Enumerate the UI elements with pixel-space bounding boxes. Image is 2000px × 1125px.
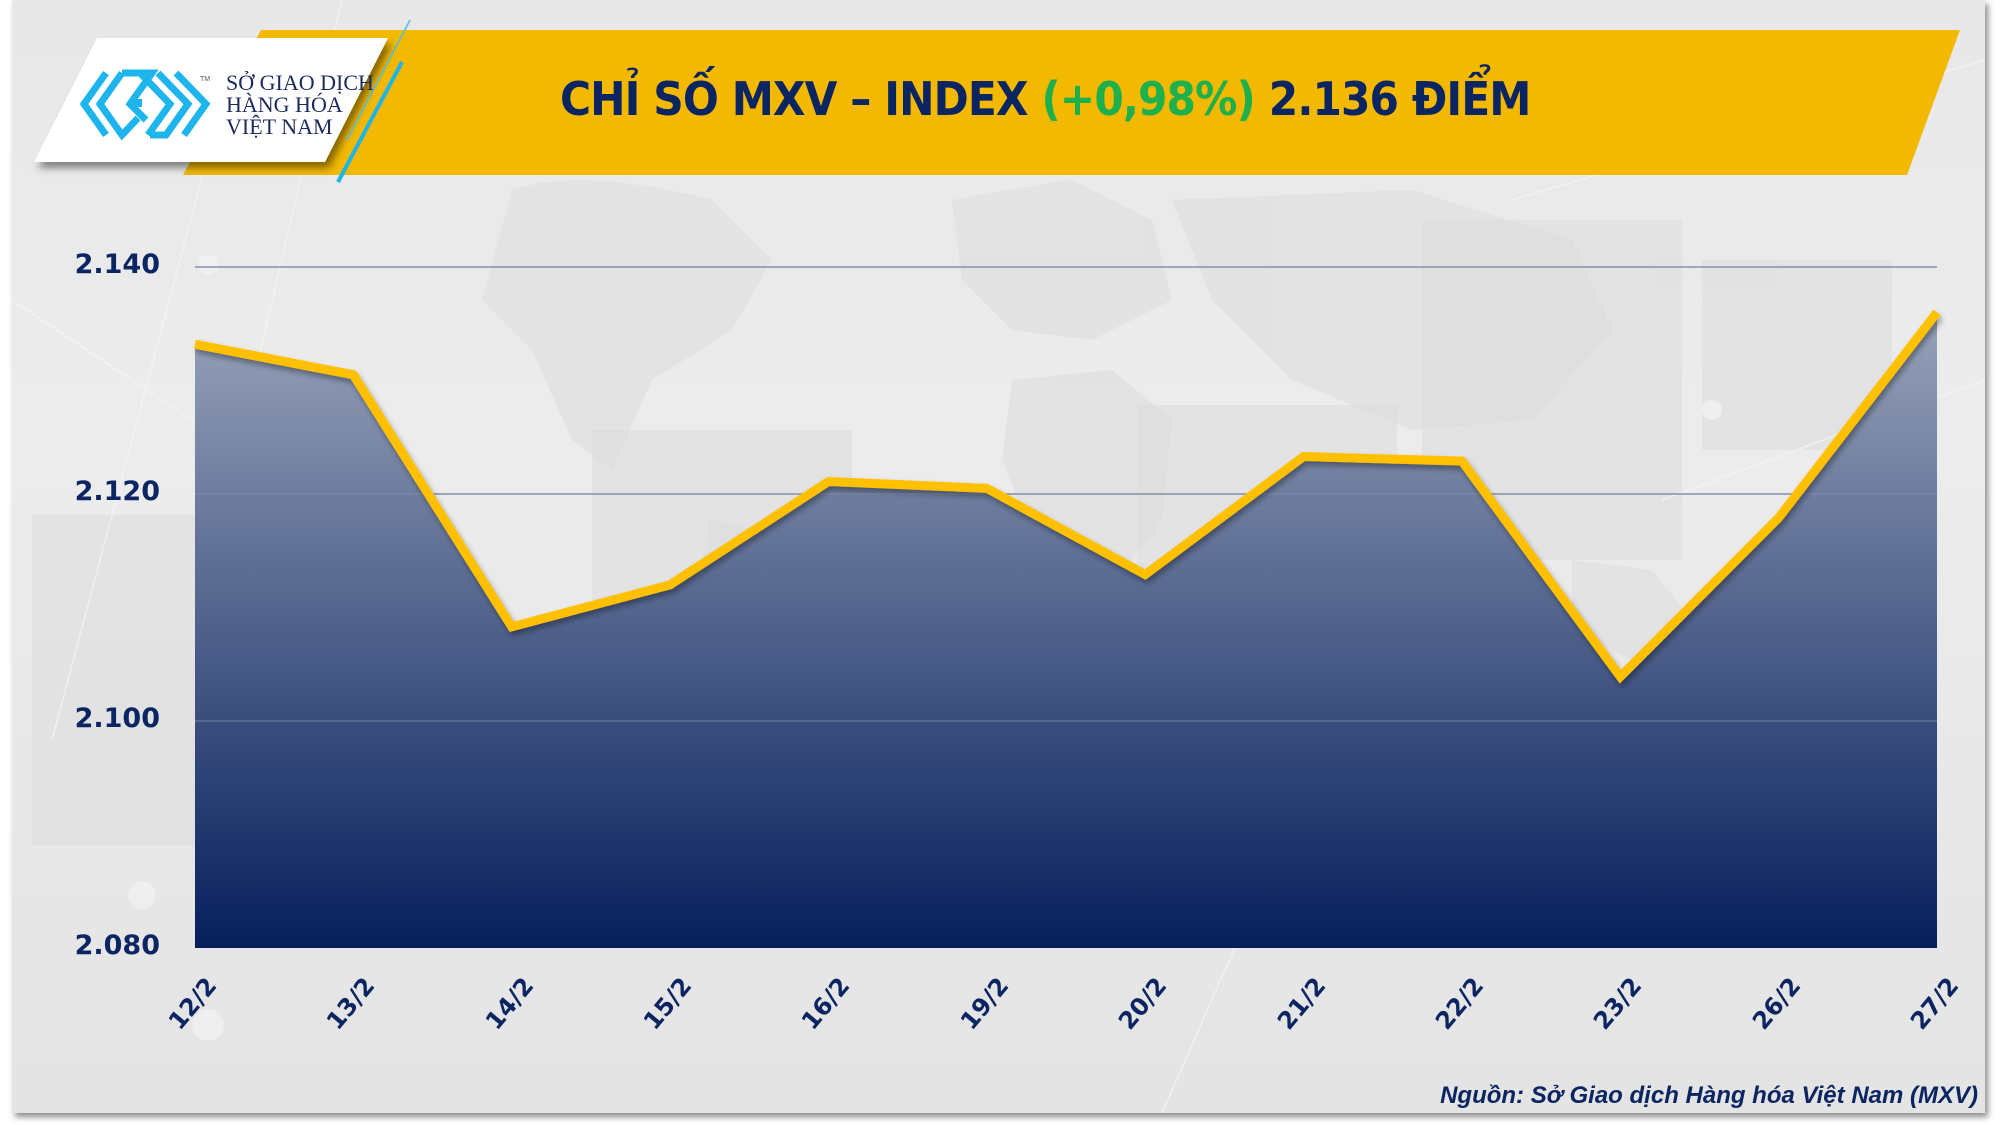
y-axis-tick-label: 2.140 (74, 249, 160, 280)
trademark-mark: TM (200, 76, 211, 83)
y-axis-tick-label: 2.100 (74, 703, 160, 734)
logo-text: SỞ GIAO DỊCH HÀNG HÓA VIỆT NAM (226, 72, 374, 138)
y-axis-tick-label: 2.120 (74, 476, 160, 507)
logo-line-2: HÀNG HÓA (226, 92, 343, 117)
logo-line-1: SỞ GIAO DỊCH (226, 70, 374, 95)
mxv-logo-icon (79, 69, 211, 141)
title-banner-shape (183, 30, 1960, 175)
accent-line-thick (336, 61, 404, 183)
header-banner (34, 19, 1960, 183)
title-change-percent: (+0,98%) (1041, 72, 1256, 126)
gridlines-over-area (195, 266, 1937, 722)
index-line (194, 309, 1941, 684)
area-fill (195, 312, 1937, 948)
y-axis-tick-label: 2.080 (74, 930, 160, 961)
source-note: Nguồn: Sở Giao dịch Hàng hóa Việt Nam (M… (1440, 1082, 1978, 1109)
logo-line-3: VIỆT NAM (226, 114, 333, 139)
title-index-value: 2.136 ĐIỂM (1254, 72, 1532, 126)
accent-line-thin (346, 19, 411, 141)
title-prefix: CHỈ SỐ MXV – INDEX (560, 72, 1042, 126)
page-title: CHỈ SỐ MXV – INDEX (+0,98%) 2.136 ĐIỂM (560, 62, 1532, 136)
